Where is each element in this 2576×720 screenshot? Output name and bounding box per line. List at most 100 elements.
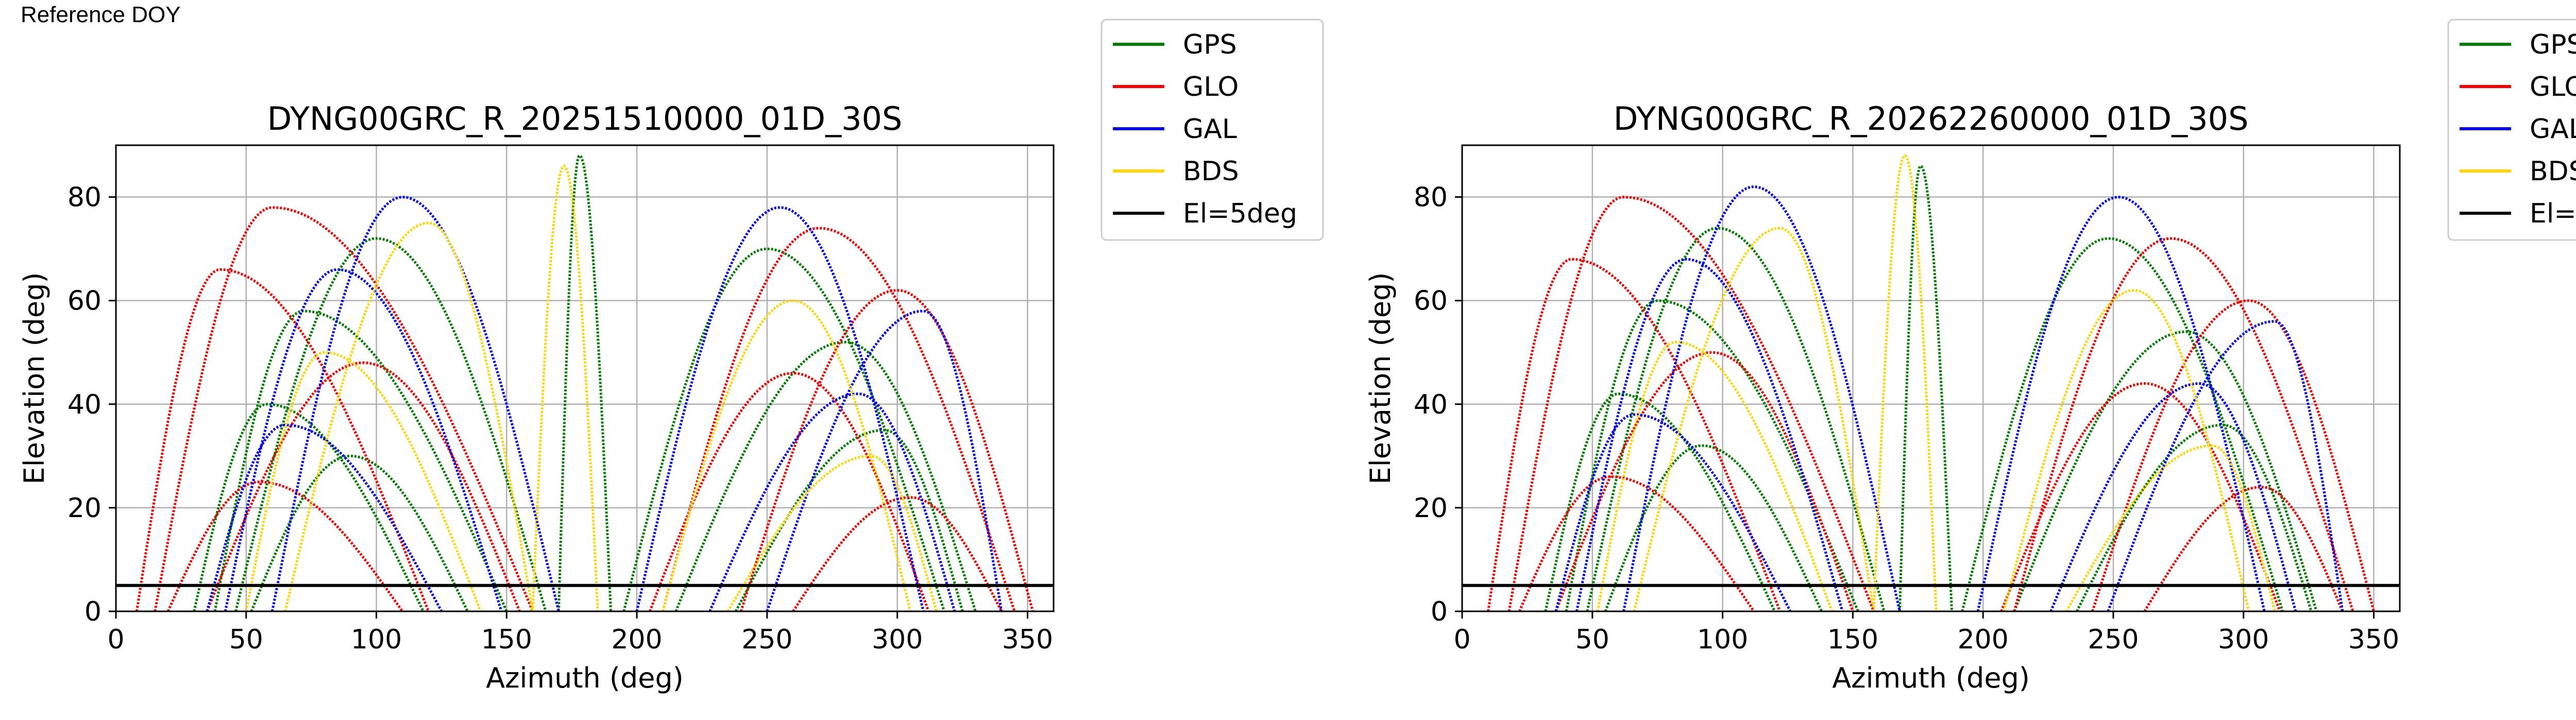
x-tick-label: 250 xyxy=(2088,624,2139,655)
gridlines xyxy=(115,145,1054,612)
legend-label-el5deg: El=5deg xyxy=(1183,198,1297,229)
y-tick-label: 20 xyxy=(1414,493,1448,524)
track-glo xyxy=(1554,351,1854,611)
legend-label-glo: GLO xyxy=(2530,72,2576,102)
track-gal xyxy=(2107,320,2344,611)
y-tick-label: 20 xyxy=(67,493,101,524)
legend-box xyxy=(2447,19,2576,241)
track-gps xyxy=(250,454,469,611)
track-glo xyxy=(206,361,521,611)
y-axis-label: Elevation (deg) xyxy=(1364,272,1397,485)
track-glo xyxy=(2143,486,2344,611)
x-tick-label: 100 xyxy=(351,624,402,655)
track-gal xyxy=(766,310,1003,611)
track-gal xyxy=(270,196,560,611)
track-gps xyxy=(213,310,508,611)
track-glo xyxy=(649,371,930,611)
x-tick-label: 250 xyxy=(741,624,792,655)
y-tick-label: 40 xyxy=(67,389,101,420)
chart-panel-1: 0 50 100 150 200 250 300 350 0 20 40 60 80 DYNG00GRC_… xyxy=(18,19,1324,694)
legend-label-el5deg: El=5deg xyxy=(2530,198,2576,229)
track-gal xyxy=(224,268,503,611)
x-tick-label: 0 xyxy=(1453,624,1470,655)
track-glo xyxy=(154,206,534,611)
track-gps xyxy=(193,403,425,611)
track-glo xyxy=(1507,196,1875,611)
track-bds xyxy=(284,221,534,611)
x-tick-label: 0 xyxy=(107,624,124,655)
x-tick-label: 350 xyxy=(1002,624,1053,655)
track-gal xyxy=(1976,196,2266,611)
track-gal xyxy=(1622,185,1901,611)
legend-label-gps: GPS xyxy=(2530,29,2576,60)
satellite-tracks xyxy=(1487,154,2375,611)
track-gal xyxy=(708,392,956,611)
x-tick-label: 150 xyxy=(481,624,532,655)
chart-title: DYNG00GRC_R_20262260000_01D_30S xyxy=(1614,100,2249,138)
satellite-tracks xyxy=(135,154,1035,611)
legend: GPS GLO GAL BDS El=5deg xyxy=(2447,19,2576,241)
chart-panel-2: 0 50 100 150 200 250 300 350 0 20 40 60 80 DYNG00GRC_… xyxy=(1364,19,2576,694)
legend-label-gal: GAL xyxy=(1183,114,1237,145)
y-tick-label: 80 xyxy=(67,182,101,213)
track-glo xyxy=(135,268,430,611)
legend: GPS GLO GAL BDS El=5deg xyxy=(1100,19,1324,241)
x-tick-label: 200 xyxy=(611,624,662,655)
x-axis-label: Azimuth (deg) xyxy=(1832,662,2030,694)
track-glo xyxy=(1518,475,1755,611)
reference-doy-label: Reference DOY xyxy=(21,2,181,27)
plot-frame xyxy=(115,144,1055,612)
track-glo xyxy=(1487,258,1782,611)
track-gal xyxy=(1575,258,1844,611)
track-gps xyxy=(234,237,547,611)
track-bds xyxy=(531,164,599,611)
y-tick-label: 60 xyxy=(1414,286,1448,317)
track-gps xyxy=(2075,423,2313,611)
track-gps xyxy=(674,340,977,611)
x-tick-label: 300 xyxy=(2218,624,2269,655)
x-tick-label: 350 xyxy=(2348,624,2399,655)
x-tick-label: 300 xyxy=(872,624,923,655)
plot-frame xyxy=(1461,144,2401,612)
y-tick-label: 40 xyxy=(1414,389,1448,420)
legend-label-bds: BDS xyxy=(2530,156,2576,187)
x-tick-label: 100 xyxy=(1697,624,1748,655)
track-bds xyxy=(726,454,938,611)
track-bds xyxy=(1872,154,1938,611)
legend-label-gps: GPS xyxy=(1183,29,1237,60)
track-glo xyxy=(739,289,1035,611)
legend-box xyxy=(1100,19,1324,241)
track-gps xyxy=(557,154,613,611)
y-tick-label: 60 xyxy=(67,286,101,317)
track-glo xyxy=(2013,237,2354,611)
y-tick-label: 80 xyxy=(1414,182,1448,213)
track-gal xyxy=(1554,413,1792,611)
track-gal xyxy=(2049,382,2297,611)
track-bds xyxy=(2065,444,2276,611)
track-gal xyxy=(635,206,925,611)
y-tick-label: 0 xyxy=(84,596,101,627)
chart-title: DYNG00GRC_R_20251510000_01D_30S xyxy=(267,100,903,138)
track-gps xyxy=(1604,444,1823,611)
x-tick-label: 150 xyxy=(1827,624,1878,655)
track-gps xyxy=(1898,164,1953,611)
track-gps xyxy=(1565,299,1859,611)
legend-label-bds: BDS xyxy=(1183,156,1239,187)
track-glo xyxy=(166,481,404,611)
track-glo xyxy=(662,227,1016,611)
track-gps xyxy=(1544,392,1776,611)
x-tick-label: 50 xyxy=(1575,624,1609,655)
x-tick-label: 50 xyxy=(229,624,263,655)
legend-label-gal: GAL xyxy=(2530,114,2576,145)
track-glo xyxy=(2091,299,2375,611)
track-glo xyxy=(792,496,1003,611)
track-bds xyxy=(2003,289,2250,611)
legend-label-glo: GLO xyxy=(1183,72,1239,102)
track-gps xyxy=(734,428,964,611)
track-glo xyxy=(2000,382,2281,611)
track-gps xyxy=(1586,227,1886,611)
track-bds xyxy=(245,351,482,611)
y-tick-label: 0 xyxy=(1431,596,1448,627)
track-bds xyxy=(1596,340,1834,611)
